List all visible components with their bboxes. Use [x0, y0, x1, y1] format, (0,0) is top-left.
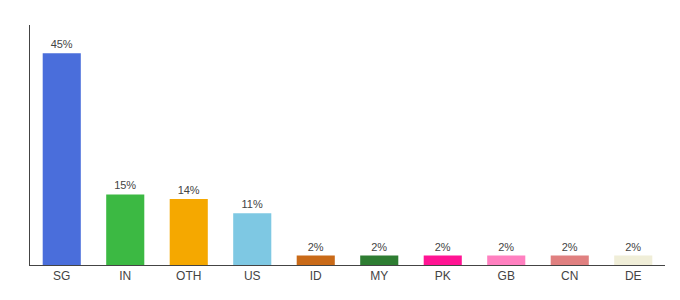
svg-text:2%: 2%	[435, 241, 451, 253]
svg-text:GB: GB	[498, 269, 515, 283]
svg-text:CN: CN	[561, 269, 578, 283]
svg-text:2%: 2%	[371, 241, 387, 253]
svg-text:11%: 11%	[242, 198, 263, 210]
svg-text:US: US	[244, 269, 261, 283]
svg-text:2%: 2%	[498, 241, 514, 253]
svg-text:2%: 2%	[308, 241, 324, 253]
svg-text:PK: PK	[435, 269, 451, 283]
svg-text:45%: 45%	[51, 38, 73, 50]
svg-text:MY: MY	[370, 269, 388, 283]
svg-text:14%: 14%	[178, 184, 200, 196]
svg-text:ID: ID	[310, 269, 322, 283]
svg-text:2%: 2%	[625, 241, 641, 253]
svg-text:2%: 2%	[562, 241, 578, 253]
svg-text:15%: 15%	[114, 179, 136, 191]
svg-text:OTH: OTH	[176, 269, 201, 283]
svg-text:IN: IN	[119, 269, 131, 283]
svg-text:SG: SG	[53, 269, 70, 283]
svg-text:DE: DE	[625, 269, 642, 283]
